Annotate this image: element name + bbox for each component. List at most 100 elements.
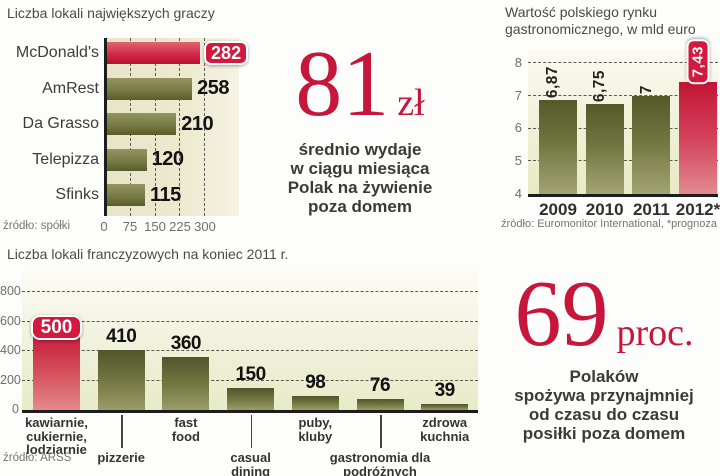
- value-label: 6,87: [544, 65, 562, 99]
- stat-value: 69: [514, 262, 609, 366]
- stat-eatout-caption: Polaków spożywa przynajmniej od czasu do…: [514, 367, 694, 443]
- value-label: 360: [170, 332, 202, 354]
- chart-market-title: Wartość polskiego rynku gastronomicznego…: [505, 4, 696, 37]
- bar-column-pizzerie: 410: [97, 270, 145, 410]
- gridline: [22, 291, 478, 292]
- bar: [162, 356, 210, 410]
- tick-connector: [250, 415, 253, 448]
- source-note: źródło: ARSS: [3, 452, 72, 464]
- bar-column-puby: 98: [291, 270, 339, 410]
- x-tick: 0: [100, 219, 108, 234]
- stat-unit: proc.: [616, 312, 694, 354]
- bar: [227, 387, 275, 410]
- bar: [107, 77, 193, 100]
- category-label-dagrasso: Da Grasso: [22, 115, 99, 132]
- value-label: 7: [637, 84, 655, 94]
- bar-highlight: [33, 336, 80, 410]
- bar: [632, 95, 671, 194]
- stat-spend-number: 81 zł: [248, 37, 472, 131]
- tick-connector: [380, 415, 382, 448]
- bar: [107, 184, 145, 207]
- bar-row-dagrasso: 210: [107, 112, 214, 136]
- x-tick-2010: 2010: [585, 200, 624, 219]
- value-badge: 7,43: [686, 39, 710, 85]
- bar: [539, 100, 577, 194]
- value-label: 210: [181, 112, 214, 135]
- bar-column-2011: 7: [632, 50, 671, 194]
- bar-column-fastfood: 360: [162, 270, 210, 410]
- category-label-gastronomia: gastronomia dla podróżnych: [329, 450, 431, 476]
- players-plot-area: 282 258 210 120 115: [104, 38, 249, 216]
- value-label: 258: [197, 77, 229, 100]
- category-label-fastfood: fast food: [171, 415, 200, 444]
- value-label: 6,75: [591, 69, 609, 102]
- bar: [97, 349, 145, 410]
- bar-column-kawiarnie: 500: [31, 270, 82, 410]
- gridline: [179, 38, 181, 216]
- y-tick: 800: [0, 284, 21, 298]
- category-label-casualdining: casual dining: [230, 450, 271, 476]
- bar-column-2009: 6,87: [539, 50, 577, 194]
- bar-row-sfinks: 115: [107, 183, 181, 207]
- bar-column-2010: 6,75: [585, 50, 624, 194]
- value-label: 98: [305, 371, 326, 393]
- market-plot-area: 6,87 6,75 7 7,43: [528, 39, 718, 197]
- bar: [107, 113, 177, 136]
- bar-column-2012-forecast: 7,43: [679, 39, 717, 194]
- value-label: 410: [106, 325, 137, 347]
- bar: [585, 103, 624, 194]
- x-tick: 150: [144, 219, 166, 234]
- value-label: 120: [151, 148, 184, 171]
- stat-unit: zł: [397, 82, 425, 124]
- x-tick-2012: 2012*: [675, 200, 720, 219]
- value-label: 76: [369, 374, 391, 396]
- stat-spend-caption: średnio wydaje w ciągu miesiąca Polak na…: [287, 140, 433, 216]
- chart-players-title: Liczba lokali największych graczy: [7, 5, 215, 21]
- gridline: [22, 379, 478, 381]
- y-tick: 7: [514, 88, 522, 103]
- stat-spend-block: 81 zł średnio wydaje w ciągu miesiąca Po…: [248, 37, 472, 216]
- category-label-telepizza: Telepizza: [32, 151, 99, 168]
- gridline: [528, 62, 718, 63]
- bar-column-casualdining: 150: [227, 270, 275, 410]
- source-note: źródło: spółki: [3, 220, 71, 232]
- value-label: 39: [434, 380, 456, 402]
- bar-row-mcdonalds: 282: [107, 41, 249, 65]
- gridline: [22, 350, 478, 351]
- category-label-amrest: AmRest: [42, 80, 99, 97]
- bar-row-telepizza: 120: [107, 148, 184, 171]
- y-tick: 5: [514, 153, 522, 168]
- franchise-category-labels: kawiarnie, cukiernie, lodziarnie pizzeri…: [22, 413, 478, 476]
- bar: [107, 148, 147, 171]
- y-tick: 400: [0, 343, 21, 357]
- category-label-mcdonalds: McDonald's: [15, 44, 99, 61]
- x-tick-2011: 2011: [632, 200, 670, 219]
- bar: [356, 398, 404, 410]
- chart-franchise-panel: Liczba lokali franczyzowych na koniec 20…: [0, 240, 490, 476]
- source-note: źródło: Euromonitor International, *prog…: [501, 218, 717, 230]
- bar: [291, 395, 339, 410]
- y-tick: 6: [514, 120, 522, 135]
- value-label: 150: [235, 363, 266, 385]
- value-badge: 282: [204, 41, 249, 65]
- tick-connector: [121, 415, 123, 448]
- category-label-zdrowa: zdrowa kuchnia: [420, 415, 470, 444]
- value-badge: 500: [31, 315, 82, 341]
- chart-players-panel: Liczba lokali największych graczy McDona…: [0, 0, 249, 240]
- bar-column-zdrowa: 39: [421, 270, 469, 410]
- gridline: [204, 38, 206, 216]
- category-label-puby: puby, kluby: [298, 415, 333, 444]
- franchise-plot-area: 500 410 360 150 98 76: [22, 270, 478, 413]
- y-tick: 200: [0, 372, 21, 387]
- value-label: 115: [149, 183, 181, 206]
- category-label-pizzerie: pizzerie: [97, 450, 146, 465]
- stat-eatout-block: 69 proc. Polaków spożywa przynajmniej od…: [490, 262, 718, 443]
- y-tick: 8: [514, 55, 522, 70]
- x-tick-2009: 2009: [539, 200, 577, 219]
- bar-column-gastronomia: 76: [356, 270, 404, 410]
- x-tick: 300: [194, 219, 216, 234]
- y-tick: 600: [0, 313, 21, 328]
- category-label-sfinks: Sfinks: [55, 186, 99, 203]
- x-tick: 75: [122, 219, 138, 234]
